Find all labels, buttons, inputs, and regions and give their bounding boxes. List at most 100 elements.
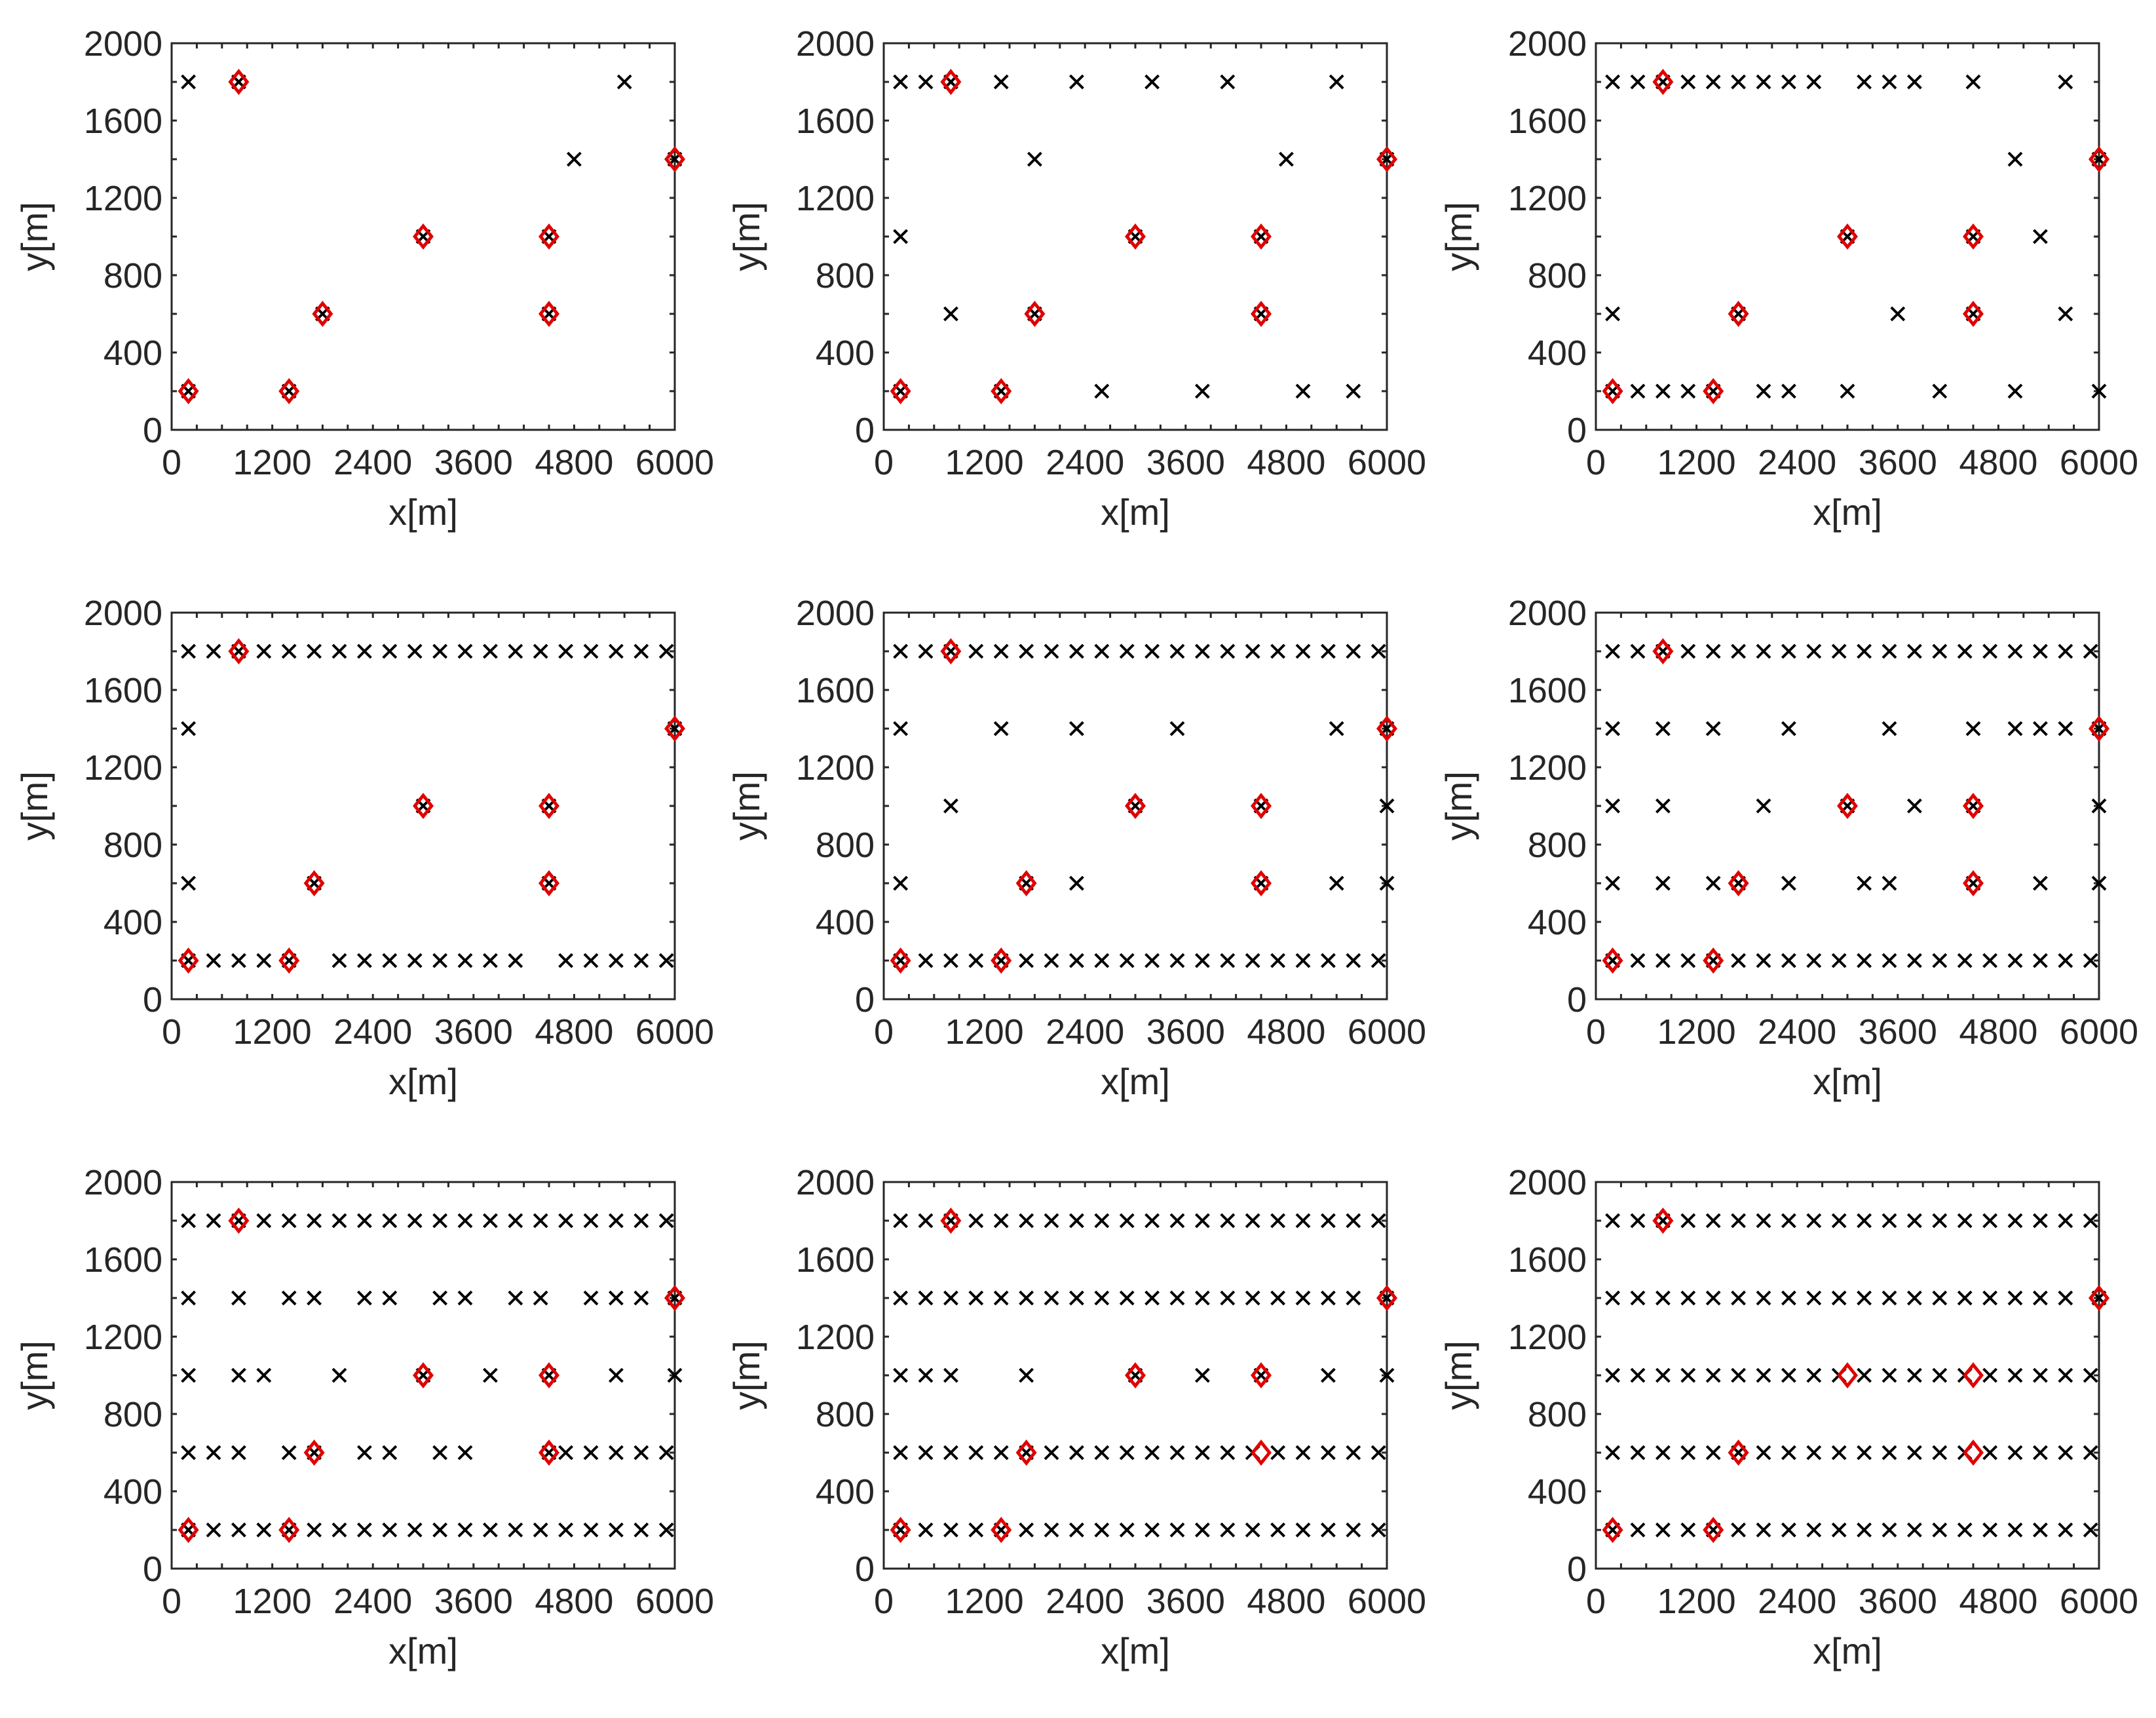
x-marker (658, 1445, 674, 1460)
x-marker (1806, 74, 1822, 90)
diamond-marker (1250, 869, 1272, 897)
x-marker (1379, 875, 1395, 891)
x-marker (508, 643, 523, 659)
x-marker (1882, 953, 1897, 968)
x-marker (968, 1522, 984, 1538)
diamond-marker (1652, 638, 1674, 665)
x-tick-label: 3600 (1859, 443, 1937, 482)
series-selected-sites (178, 68, 686, 405)
diamond-marker (412, 792, 434, 820)
x-tick-label: 3600 (1146, 1582, 1225, 1621)
x-axis-title: x[m] (1813, 491, 1882, 533)
y-axis-title: y[m] (1438, 202, 1479, 271)
x-marker (1756, 1367, 1771, 1383)
x-marker (1655, 721, 1671, 736)
x-marker (634, 953, 649, 968)
x-marker (1320, 643, 1336, 659)
x-tick-label: 1200 (1657, 1012, 1736, 1052)
x-marker (1857, 643, 1872, 659)
x-marker (1270, 1290, 1286, 1306)
y-tick-label: 1600 (796, 1240, 875, 1280)
x-marker (181, 1213, 197, 1229)
x-marker (382, 953, 398, 968)
x-marker (1781, 721, 1796, 736)
x-marker (1882, 875, 1897, 891)
x-tick-label: 2400 (1758, 1582, 1836, 1621)
x-marker (2032, 875, 2048, 891)
x-marker (1957, 1522, 1973, 1538)
series-selected-sites (890, 1207, 1398, 1544)
x-marker (616, 74, 632, 90)
x-marker (1680, 643, 1696, 659)
x-marker (1630, 1367, 1646, 1383)
x-marker (1605, 1367, 1621, 1383)
diamond-marker (991, 1516, 1012, 1544)
x-marker (558, 953, 574, 968)
y-axis-title: y[m] (1438, 771, 1479, 841)
x-marker (968, 1445, 984, 1460)
y-axis-title: y[m] (14, 771, 55, 841)
x-marker (1169, 953, 1185, 968)
x-marker (1069, 1522, 1084, 1538)
x-marker (1220, 1522, 1236, 1538)
x-marker (281, 643, 297, 659)
y-tick-label: 1200 (1508, 179, 1587, 218)
diamond-marker (1703, 947, 1724, 974)
x-marker (331, 1213, 347, 1229)
x-marker (1806, 643, 1822, 659)
diamond-marker (1836, 792, 1859, 820)
x-marker (356, 643, 372, 659)
x-marker (1094, 1213, 1110, 1229)
x-marker (943, 1522, 958, 1538)
x-marker (2032, 953, 2048, 968)
series-selected-sites (178, 1207, 686, 1544)
x-marker (1781, 383, 1796, 399)
x-marker (1019, 1367, 1034, 1383)
x-marker (1705, 643, 1721, 659)
x-marker (566, 151, 582, 167)
x-marker (1069, 74, 1084, 90)
x-marker (1605, 798, 1621, 814)
x-tick-label: 0 (1586, 1582, 1606, 1621)
x-marker (1857, 1290, 1872, 1306)
x-marker (1857, 1367, 1872, 1383)
diamond-marker (228, 1207, 250, 1234)
x-marker (1169, 721, 1185, 736)
diamond-marker (1703, 1516, 1724, 1544)
diamond-marker (303, 1439, 325, 1466)
y-axis-title: y[m] (726, 771, 767, 841)
x-marker (2058, 643, 2073, 659)
x-marker (943, 953, 958, 968)
x-marker (1680, 1290, 1696, 1306)
x-marker (2083, 1522, 2098, 1538)
x-marker (1371, 1522, 1386, 1538)
series-selected-sites (178, 638, 686, 974)
x-marker (1044, 1213, 1059, 1229)
x-marker (407, 1213, 423, 1229)
x-marker (1932, 1522, 1948, 1538)
x-tick-label: 4800 (1959, 1012, 2037, 1052)
x-marker (256, 1522, 272, 1538)
x-marker (281, 1213, 297, 1229)
x-marker (1957, 953, 1973, 968)
y-tick-label: 800 (104, 256, 162, 296)
x-marker (356, 953, 372, 968)
x-marker (1119, 1522, 1135, 1538)
x-marker (1756, 953, 1771, 968)
y-tick-label: 800 (816, 256, 875, 296)
subplot-9: 0 1200 2400 3600 4800 6000 0 400 800 1200 1600 2000… (1438, 1163, 2138, 1671)
x-marker (1295, 1213, 1311, 1229)
x-marker (1857, 875, 1872, 891)
x-axis-title: x[m] (1101, 1630, 1170, 1671)
diamond-marker (228, 68, 250, 96)
x-marker (457, 1290, 473, 1306)
x-marker (1781, 643, 1796, 659)
x-marker (432, 1522, 448, 1538)
x-marker (1194, 1290, 1210, 1306)
x-marker (1932, 1213, 1948, 1229)
x-tick-label: 4800 (1959, 443, 2037, 482)
y-tick-label: 2000 (1508, 594, 1587, 633)
x-marker (2007, 1290, 2023, 1306)
x-marker (1295, 643, 1311, 659)
x-axis-title: x[m] (1101, 491, 1170, 533)
